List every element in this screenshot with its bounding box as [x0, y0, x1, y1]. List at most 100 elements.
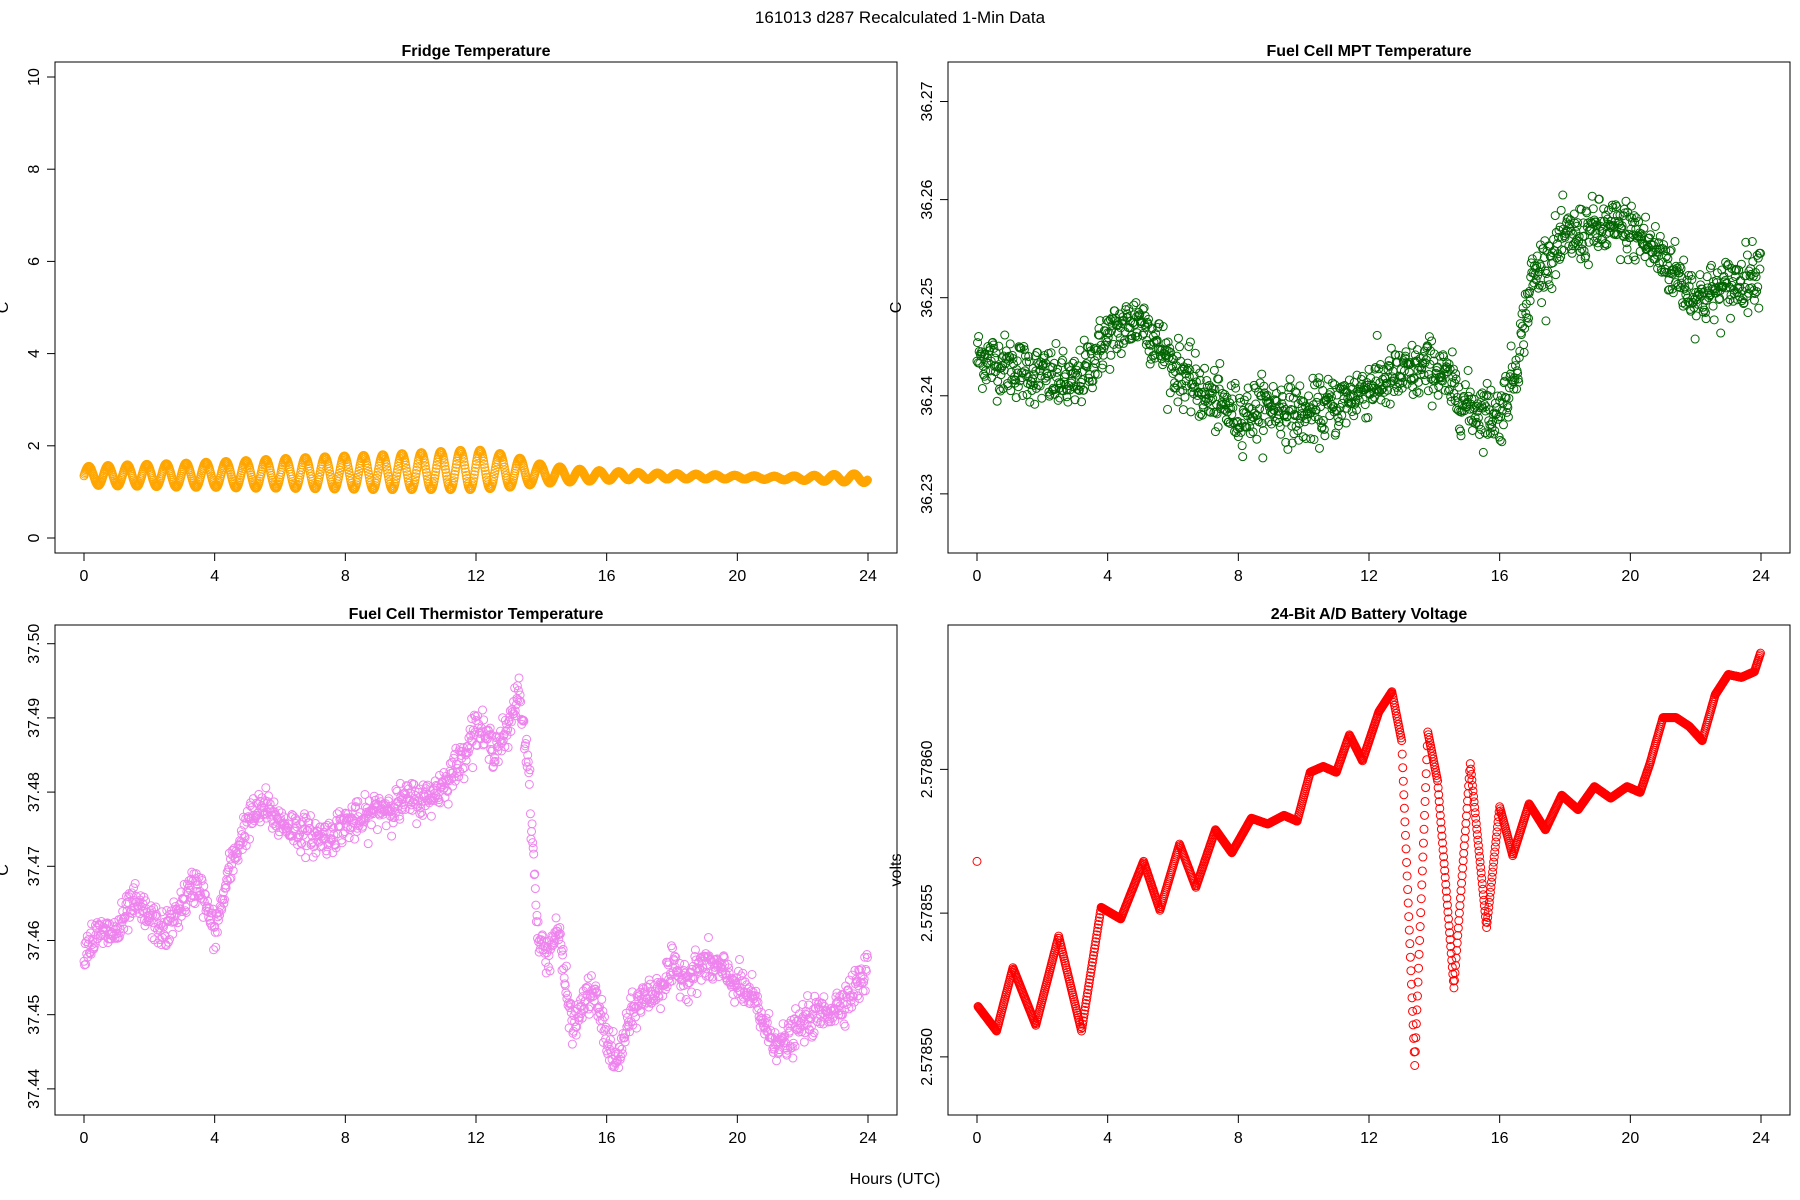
data-point	[1708, 301, 1718, 311]
data-point	[972, 856, 982, 866]
data-point	[1072, 384, 1082, 394]
data-point	[703, 932, 713, 942]
data-point	[421, 464, 431, 474]
data-point	[429, 476, 439, 486]
x-tick-label: 0	[973, 1130, 982, 1147]
data-point	[1475, 429, 1485, 439]
data-point	[1537, 298, 1547, 308]
data-point	[451, 463, 461, 473]
x-tick-label: 4	[1103, 1130, 1112, 1147]
plot-frame	[947, 624, 1791, 1116]
y-tick-label: 36.25	[919, 278, 936, 318]
data-point	[334, 471, 344, 481]
panel-title: 24-Bit A/D Battery Voltage	[1271, 606, 1468, 623]
data-point	[1047, 369, 1057, 379]
data-point	[1093, 369, 1103, 379]
plot-frame	[947, 61, 1791, 554]
y-tick-label: 6	[26, 257, 43, 266]
data-point	[995, 386, 1005, 396]
data-point	[1095, 330, 1104, 340]
data-point	[1070, 395, 1080, 405]
data-point	[747, 969, 757, 979]
data-point	[608, 1027, 618, 1037]
x-tick-label: 16	[598, 568, 616, 585]
data-point	[981, 375, 991, 385]
data-point	[469, 470, 479, 480]
x-tick-label: 12	[1360, 1130, 1378, 1147]
data-point	[551, 913, 561, 923]
data-point	[1022, 357, 1032, 367]
data-point	[344, 465, 354, 475]
data-point	[211, 942, 221, 952]
data-point	[1478, 447, 1488, 457]
data-point	[209, 945, 219, 955]
data-point	[567, 1039, 577, 1049]
data-point	[449, 476, 459, 486]
data-point	[458, 454, 468, 464]
data-point	[1135, 310, 1145, 320]
x-tick-label: 8	[341, 1130, 350, 1147]
x-tick-label: 16	[598, 1130, 616, 1147]
data-point	[862, 475, 872, 485]
data-point	[431, 467, 441, 477]
data-point	[1089, 363, 1099, 373]
data-point	[1186, 407, 1196, 417]
data-point	[1053, 395, 1063, 405]
data-point	[992, 396, 1002, 406]
data-point	[988, 340, 998, 350]
data-point	[460, 460, 470, 470]
data-point	[174, 922, 184, 932]
data-point	[374, 464, 384, 474]
data-point	[1213, 422, 1223, 432]
data-point	[1029, 380, 1039, 390]
data-point	[1238, 452, 1248, 462]
data-point	[1209, 365, 1219, 375]
x-tick-label: 0	[80, 568, 89, 585]
data-point	[490, 466, 500, 475]
panel-thermistor: Fuel Cell Thermistor TemperatureC0481216…	[0, 606, 898, 1147]
data-point	[350, 834, 360, 844]
data-point	[683, 997, 693, 1007]
x-tick-label: 20	[1621, 1130, 1639, 1147]
data-point	[1185, 337, 1195, 347]
data-point	[383, 468, 393, 478]
data-point	[411, 469, 421, 479]
data-point	[1007, 350, 1017, 360]
data-point	[1035, 381, 1045, 391]
data-point	[372, 470, 382, 480]
data-point	[1098, 360, 1108, 370]
data-point	[420, 458, 430, 468]
data-point	[1080, 360, 1090, 370]
data-point	[1077, 397, 1087, 407]
data-point	[1116, 349, 1126, 359]
data-point	[440, 461, 450, 471]
data-point	[1515, 319, 1525, 329]
data-point	[382, 462, 392, 472]
data-point	[1034, 380, 1044, 390]
data-point	[1110, 306, 1120, 316]
data-point	[1258, 453, 1268, 463]
data-point	[1041, 376, 1051, 386]
data-point	[480, 466, 490, 476]
data-point	[1190, 348, 1200, 358]
data-point	[1115, 333, 1125, 343]
data-point	[764, 1008, 774, 1018]
data-point	[411, 472, 421, 482]
data-point	[1650, 221, 1660, 231]
data-point	[468, 476, 478, 486]
x-tick-label: 16	[1491, 568, 1509, 585]
data-point	[1095, 316, 1105, 326]
data-point	[1237, 441, 1247, 451]
data-point	[1139, 328, 1149, 338]
data-point	[1006, 386, 1016, 396]
data-point	[443, 799, 453, 809]
data-point	[1005, 339, 1015, 349]
data-point	[344, 468, 354, 478]
data-point	[489, 471, 499, 481]
data-point	[387, 831, 397, 841]
series-points	[79, 445, 872, 495]
x-tick-label: 8	[341, 568, 350, 585]
data-point	[1037, 393, 1047, 403]
data-point	[1670, 236, 1680, 246]
